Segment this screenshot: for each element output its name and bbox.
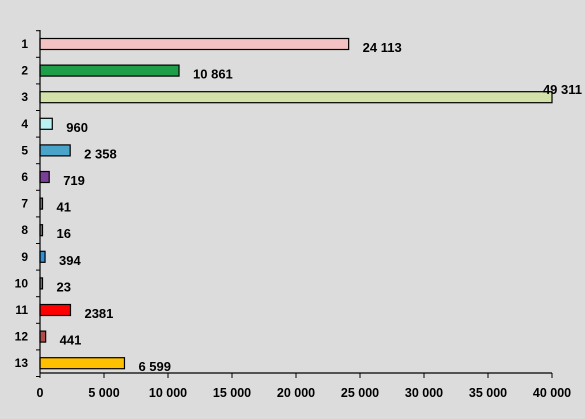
- category-label-7: 7: [21, 197, 28, 211]
- value-label-6: 719: [63, 173, 85, 188]
- x-tick-label: 15 000: [213, 386, 251, 400]
- value-label-2: 10 861: [193, 67, 233, 82]
- value-label-10: 23: [57, 279, 71, 294]
- bar-12: [39, 330, 47, 343]
- value-label-1: 24 113: [363, 40, 402, 55]
- bar-3: [39, 91, 553, 104]
- x-tick-label: 35 000: [469, 386, 507, 400]
- value-label-8: 16: [57, 226, 71, 241]
- value-label-11: 2381: [84, 306, 113, 321]
- bar-1: [39, 37, 350, 51]
- bar-9: [39, 250, 46, 263]
- category-label-5: 5: [21, 143, 28, 157]
- category-label-11: 11: [15, 303, 28, 317]
- category-label-10: 10: [15, 276, 29, 290]
- value-label-5: 2 358: [84, 146, 117, 161]
- bar-5: [39, 144, 71, 157]
- x-tick-label: 30 000: [405, 386, 443, 400]
- x-tick-label: 0: [37, 386, 44, 400]
- value-label-7: 41: [57, 200, 71, 215]
- bar-11: [39, 303, 72, 317]
- category-label-1: 1: [21, 37, 28, 51]
- value-label-4: 960: [66, 120, 88, 135]
- category-label-2: 2: [21, 64, 28, 78]
- x-tick-label: 20 000: [277, 386, 315, 400]
- category-label-3: 3: [21, 90, 28, 104]
- x-tick-label: 10 000: [149, 386, 187, 400]
- category-label-4: 4: [21, 117, 28, 131]
- value-label-3: 49 311: [543, 82, 582, 97]
- labels-layer: 1 24 113 2 10 861 3 49 311 4 960 5 2 358 6 719 7 41 8 1…: [15, 37, 582, 400]
- value-label-13: 6 599: [138, 359, 171, 374]
- axes-layer: [36, 30, 553, 378]
- bar-4: [39, 117, 53, 130]
- category-label-13: 13: [15, 356, 29, 370]
- category-label-9: 9: [21, 250, 28, 264]
- bar-6: [39, 170, 50, 184]
- category-label-8: 8: [21, 223, 28, 237]
- value-label-9: 394: [59, 253, 81, 268]
- x-tick-label: 5 000: [88, 386, 119, 400]
- category-label-6: 6: [21, 170, 28, 184]
- bar-13: [39, 357, 126, 370]
- x-tick-label: 40 000: [533, 386, 571, 400]
- value-label-12: 441: [60, 333, 82, 348]
- x-tick-label: 25 000: [341, 386, 379, 400]
- category-label-12: 12: [15, 330, 29, 344]
- bar-2: [39, 64, 180, 77]
